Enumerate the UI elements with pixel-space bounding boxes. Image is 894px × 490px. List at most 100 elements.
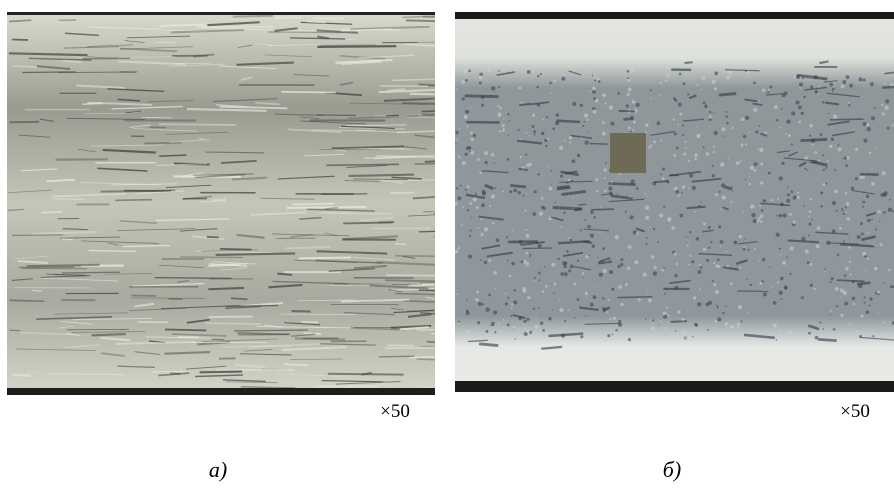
texture <box>676 263 678 265</box>
texture <box>834 169 836 171</box>
texture <box>741 117 745 121</box>
texture <box>589 255 590 256</box>
texture <box>869 304 871 306</box>
texture <box>650 89 652 91</box>
texture <box>465 189 467 191</box>
texture <box>879 221 880 222</box>
texture <box>464 115 468 119</box>
texture <box>688 188 690 190</box>
texture <box>508 275 511 278</box>
texture <box>673 118 675 120</box>
texture <box>623 119 633 120</box>
texture <box>636 103 640 107</box>
texture <box>745 179 746 180</box>
texture <box>552 309 553 310</box>
texture <box>845 211 847 213</box>
texture <box>809 198 812 201</box>
texture <box>786 256 788 258</box>
texture <box>493 271 497 275</box>
texture <box>629 215 633 219</box>
texture <box>592 90 596 94</box>
texture <box>511 262 515 266</box>
texture <box>758 217 761 220</box>
texture <box>144 143 181 144</box>
texture <box>836 210 838 212</box>
texture <box>484 227 488 231</box>
texture <box>776 119 778 121</box>
texture <box>477 158 480 161</box>
texture <box>754 162 758 166</box>
texture <box>695 126 696 127</box>
texture <box>652 319 654 321</box>
texture <box>881 112 884 115</box>
texture <box>634 260 638 264</box>
texture <box>537 173 539 175</box>
texture <box>457 196 461 200</box>
texture <box>205 152 264 153</box>
texture <box>585 255 588 258</box>
texture <box>749 283 752 286</box>
texture <box>831 277 834 280</box>
texture <box>882 171 886 175</box>
texture <box>734 241 738 245</box>
texture <box>647 196 648 197</box>
texture <box>608 299 610 301</box>
texture <box>583 242 592 243</box>
texture <box>823 169 825 171</box>
texture <box>821 240 822 241</box>
texture <box>461 224 463 226</box>
texture <box>465 110 469 114</box>
texture <box>753 219 757 223</box>
texture <box>587 224 591 228</box>
texture <box>665 327 668 330</box>
texture <box>889 199 891 201</box>
texture <box>855 330 858 333</box>
texture <box>643 272 647 276</box>
texture <box>830 310 832 312</box>
texture <box>510 185 526 187</box>
texture <box>481 203 485 207</box>
texture <box>499 112 501 114</box>
texture <box>755 130 758 133</box>
texture <box>620 258 623 261</box>
texture <box>760 214 764 218</box>
texture <box>608 186 612 190</box>
texture <box>769 85 772 88</box>
texture <box>513 326 516 329</box>
texture <box>620 263 623 266</box>
texture <box>591 209 614 210</box>
texture <box>519 104 531 105</box>
texture <box>857 235 861 239</box>
texture <box>748 183 751 186</box>
texture <box>801 237 805 241</box>
texture <box>557 258 559 260</box>
texture <box>536 86 539 89</box>
texture <box>545 145 547 147</box>
texture <box>866 195 870 199</box>
texture <box>713 146 715 148</box>
texture <box>604 168 607 171</box>
texture <box>477 321 480 324</box>
texture <box>119 57 176 58</box>
texture <box>785 133 787 135</box>
texture <box>543 119 545 121</box>
texture <box>849 273 851 275</box>
texture <box>823 183 826 186</box>
texture <box>848 102 850 104</box>
texture <box>820 133 823 136</box>
texture <box>714 71 718 75</box>
texture <box>676 338 678 340</box>
texture <box>519 169 528 170</box>
texture <box>839 227 842 230</box>
texture <box>688 160 690 162</box>
texture <box>548 317 551 320</box>
texture <box>677 310 680 313</box>
texture <box>871 182 875 186</box>
texture <box>685 236 687 238</box>
texture <box>724 136 725 137</box>
texture <box>572 102 576 106</box>
texture <box>740 160 742 162</box>
texture <box>602 93 606 97</box>
texture <box>610 122 614 126</box>
texture <box>684 337 688 341</box>
